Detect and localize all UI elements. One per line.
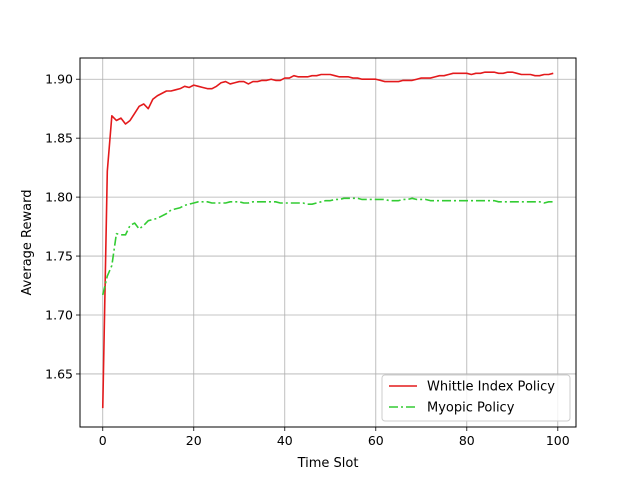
series-line-whittle-index-policy [101, 71, 554, 409]
legend-box [381, 374, 571, 422]
plot-frame [79, 57, 577, 428]
x-tick-label: 60 [368, 433, 384, 448]
x-tick-label: 20 [186, 433, 202, 448]
y-tick-label: 1.65 [45, 366, 73, 381]
series-line-myopic-policy [101, 197, 554, 296]
x-tick-label: 0 [99, 433, 107, 448]
y-axis-ticks: 1.65 1.70 1.75 1.80 1.85 1.90 [45, 72, 80, 381]
legend-label-whittle-index-policy: Whittle Index Policy [427, 380, 555, 395]
x-axis-ticks: 0 20 40 60 80 100 [99, 427, 570, 448]
legend-label-myopic-policy: Myopic Policy [427, 401, 515, 416]
legend: Whittle Index Policy Myopic Policy [381, 374, 571, 422]
plot-series [101, 71, 554, 409]
y-tick-label: 1.85 [45, 131, 73, 146]
y-axis-label: Average Reward [20, 190, 35, 296]
y-tick-label: 1.80 [45, 190, 73, 205]
y-tick-label: 1.75 [45, 249, 73, 264]
x-axis-label: Time Slot [297, 456, 359, 471]
x-tick-label: 80 [459, 433, 475, 448]
grid [80, 58, 576, 427]
x-tick-label: 100 [546, 433, 570, 448]
y-tick-label: 1.70 [45, 308, 73, 323]
y-tick-label: 1.90 [45, 72, 73, 87]
x-tick-label: 40 [277, 433, 293, 448]
